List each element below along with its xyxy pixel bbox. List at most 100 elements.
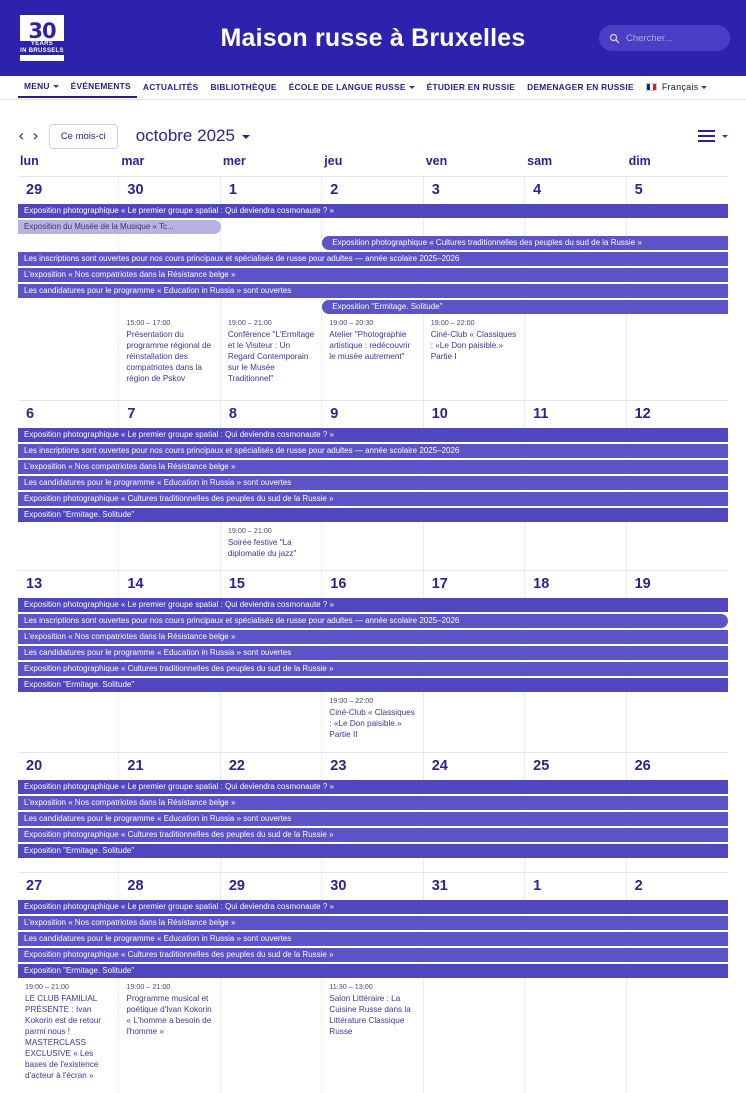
nav-item-ecole-de-langue-russe[interactable]: ÉCOLE DE LANGUE RUSSE	[283, 78, 421, 97]
event-title[interactable]: Soirée festive "La diplomatie du jazz"	[227, 538, 297, 558]
day-cell[interactable]	[221, 860, 322, 872]
day-cell[interactable]	[525, 316, 626, 400]
all-day-event-bar[interactable]: Exposition "Ermitage. Solitude"	[18, 964, 728, 978]
all-day-event-bar[interactable]: Exposition photographique « Cultures tra…	[18, 492, 728, 506]
all-day-event-bar[interactable]: L'exposition « Nos compatriotes dans la …	[18, 268, 728, 282]
day-number[interactable]: 17	[431, 576, 448, 592]
day-number[interactable]: 19	[634, 576, 651, 592]
all-day-event-bar[interactable]: L'exposition « Nos compatriotes dans la …	[18, 460, 728, 474]
day-number[interactable]: 12	[634, 406, 651, 422]
all-day-event-bar[interactable]: Les candidatures pour le programme « Edu…	[18, 646, 728, 660]
this-month-button[interactable]: Ce mois-ci	[48, 123, 118, 149]
all-day-event-bar[interactable]: Les candidatures pour le programme « Edu…	[18, 932, 728, 946]
search-input[interactable]	[626, 32, 720, 44]
all-day-event-bar[interactable]: Exposition "Ermitage. Solitude"	[18, 508, 728, 522]
all-day-event-bar[interactable]: Exposition photographique « Le premier g…	[18, 598, 728, 612]
day-number[interactable]: 23	[330, 758, 347, 774]
day-number[interactable]: 1	[228, 182, 237, 198]
day-number[interactable]: 11	[533, 406, 549, 422]
day-cell[interactable]	[221, 980, 322, 1093]
language-switcher[interactable]: Français	[640, 78, 714, 97]
calendar-month-selector[interactable]: octobre 2025	[136, 126, 250, 146]
day-cell[interactable]: 15:00 – 17:00 Présentation du programme r…	[119, 316, 220, 400]
day-number[interactable]: 1	[533, 878, 542, 894]
day-cell[interactable]	[627, 694, 728, 752]
day-cell[interactable]	[424, 524, 525, 570]
view-switcher[interactable]	[698, 129, 728, 143]
day-cell[interactable]	[525, 524, 626, 570]
nav-item-evenements[interactable]: ÉVÉNEMENTS	[64, 77, 137, 98]
event-title[interactable]: LE CLUB FAMILIAL PRÉSENTE : Ivan Kokorin…	[25, 994, 102, 1080]
event-title[interactable]: Ciné-Club « Classiques : «Le Don paisibl…	[329, 708, 415, 739]
all-day-event-bar[interactable]: L'exposition « Nos compatriotes dans la …	[18, 796, 728, 810]
day-cell[interactable]	[18, 316, 119, 400]
nav-item-bibliotheque[interactable]: BIBLIOTHÈQUE	[204, 78, 282, 97]
day-cell[interactable]: 19:00 – 22:00 Ciné-Club « Classiques : «L…	[424, 316, 525, 400]
site-logo[interactable]: 30 YEARS IN BRUSSELS	[18, 13, 66, 63]
day-cell[interactable]	[424, 694, 525, 752]
all-day-event-bar[interactable]: L'exposition « Nos compatriotes dans la …	[18, 630, 728, 644]
day-number[interactable]: 13	[26, 576, 43, 592]
day-number[interactable]: 22	[228, 758, 245, 774]
all-day-event-bar[interactable]: Les candidatures pour le programme « Edu…	[18, 284, 728, 298]
event-title[interactable]: Ciné-Club « Classiques : «Le Don paisibl…	[430, 330, 517, 361]
day-number[interactable]: 5	[634, 182, 643, 198]
day-number[interactable]: 8	[228, 406, 237, 422]
all-day-event-bar[interactable]: Les inscriptions sont ouvertes pour nos …	[18, 614, 728, 628]
day-cell[interactable]	[525, 980, 626, 1093]
day-cell[interactable]	[424, 980, 525, 1093]
all-day-event-bar[interactable]: Exposition photographique « Cultures tra…	[18, 948, 728, 962]
all-day-event-bar[interactable]: Exposition photographique « Le premier g…	[18, 204, 728, 218]
day-cell[interactable]	[424, 860, 525, 872]
day-number[interactable]: 25	[533, 758, 550, 774]
day-number[interactable]: 29	[26, 182, 43, 198]
event-title[interactable]: Atelier "Photographie artistique : redéc…	[329, 330, 411, 361]
day-number[interactable]: 30	[330, 878, 347, 894]
all-day-event-bar[interactable]: Exposition photographique « Le premier g…	[18, 428, 728, 442]
nav-item-etudier-en-russie[interactable]: ÉTUDIER EN RUSSIE	[421, 78, 521, 97]
day-cell[interactable]: 19:00 – 21:00 LE CLUB FAMILIAL PRÉSENTE :…	[18, 980, 119, 1093]
all-day-event-bar[interactable]: Exposition du Musée de la Musique « Tc..…	[18, 220, 221, 234]
day-cell[interactable]: 11:30 – 13:00 Salon Littéraire : La Cuisi…	[322, 980, 423, 1093]
day-number[interactable]: 4	[533, 182, 542, 198]
day-number[interactable]: 6	[26, 406, 35, 422]
event-title[interactable]: Présentation du programme régional de ré…	[126, 330, 212, 383]
all-day-event-bar[interactable]: Exposition "Ermitage. Solitude"	[18, 678, 728, 692]
event-title[interactable]: Programme musical et poétique d'Ivan Kok…	[126, 994, 212, 1036]
day-cell[interactable]	[119, 860, 220, 872]
day-number[interactable]: 26	[634, 758, 651, 774]
day-number[interactable]: 24	[431, 758, 448, 774]
day-cell[interactable]: 19:00 – 20:30 Atelier "Photographie artis…	[322, 316, 423, 400]
next-month-button[interactable]: ›	[32, 126, 39, 145]
day-number[interactable]: 2	[634, 878, 643, 894]
all-day-event-bar[interactable]: L'exposition « Nos compatriotes dans la …	[18, 916, 728, 930]
day-cell[interactable]	[627, 980, 728, 1093]
day-number[interactable]: 9	[330, 406, 339, 422]
day-number[interactable]: 30	[127, 182, 144, 198]
all-day-event-bar[interactable]: Les inscriptions sont ouvertes pour nos …	[18, 252, 728, 266]
nav-item-actualites[interactable]: ACTUALITÉS	[137, 78, 205, 97]
day-cell[interactable]	[525, 694, 626, 752]
day-number[interactable]: 10	[431, 406, 448, 422]
day-cell[interactable]	[627, 524, 728, 570]
day-cell[interactable]	[18, 860, 119, 872]
event-title[interactable]: Conférence "L'Ermitage et le Visiteur : …	[227, 330, 315, 383]
prev-month-button[interactable]: ‹	[18, 126, 25, 145]
day-number[interactable]: 27	[26, 878, 43, 894]
all-day-event-bar[interactable]: Exposition photographique « Cultures tra…	[18, 828, 728, 842]
day-number[interactable]: 18	[533, 576, 550, 592]
day-number[interactable]: 21	[127, 758, 144, 774]
day-cell[interactable]	[18, 694, 119, 752]
day-cell[interactable]	[322, 524, 423, 570]
day-cell[interactable]: 19:00 – 21:00 Programme musical et poétiq…	[119, 980, 220, 1093]
day-number[interactable]: 28	[127, 878, 144, 894]
day-cell[interactable]	[627, 316, 728, 400]
all-day-event-bar[interactable]: Les candidatures pour le programme « Edu…	[18, 812, 728, 826]
day-number[interactable]: 15	[228, 576, 245, 592]
day-number[interactable]: 3	[431, 182, 440, 198]
day-number[interactable]: 31	[431, 878, 448, 894]
day-number[interactable]: 16	[330, 576, 347, 592]
day-cell[interactable]	[322, 860, 423, 872]
all-day-event-bar[interactable]: Les candidatures pour le programme « Edu…	[18, 476, 728, 490]
all-day-event-bar[interactable]: Exposition photographique « Cultures tra…	[322, 236, 728, 250]
